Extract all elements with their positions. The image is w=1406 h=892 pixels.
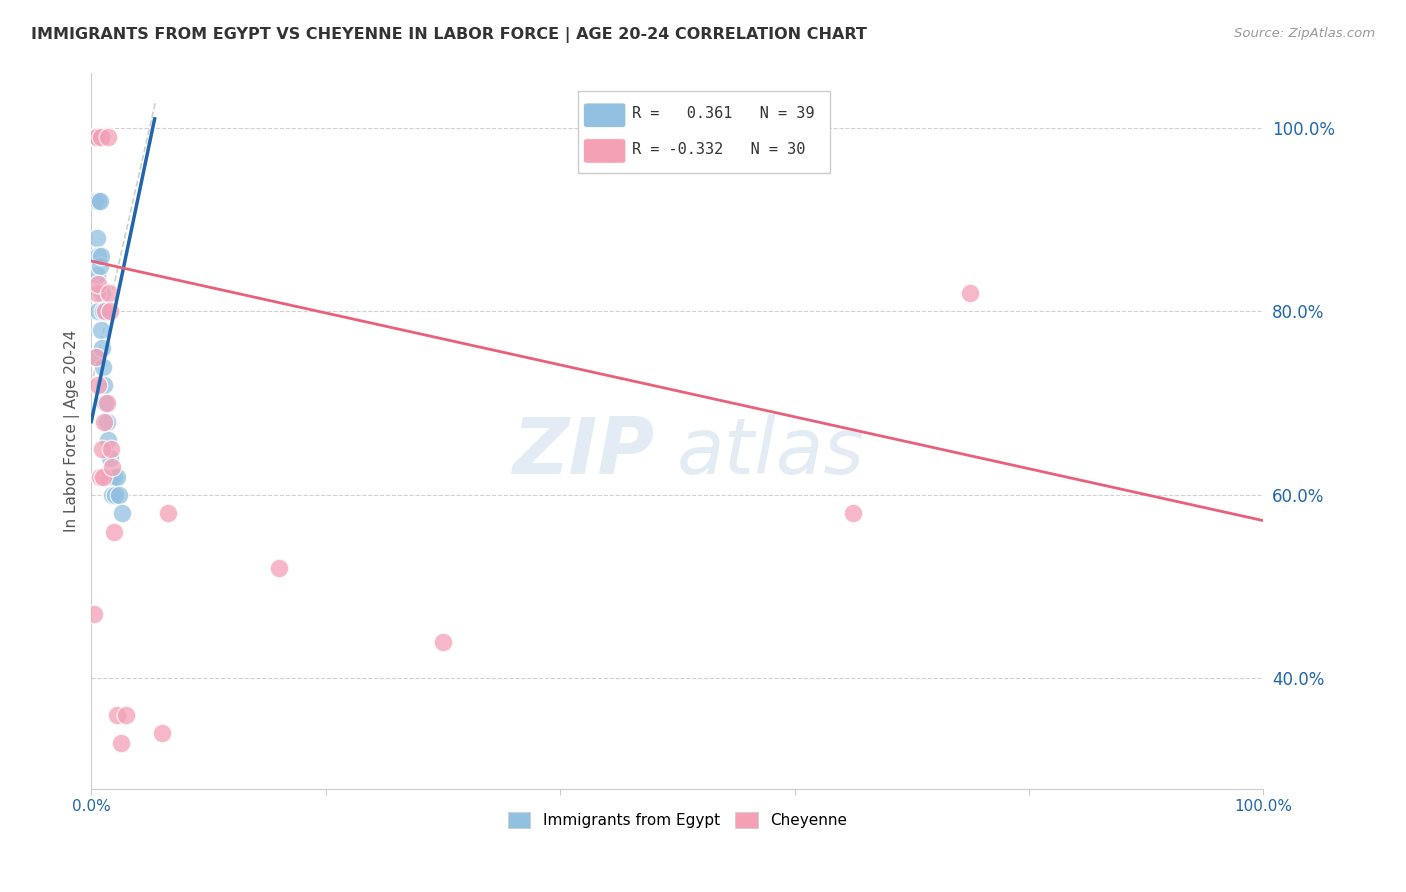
Point: [97, 130, 120, 145]
Point: [91, 469, 114, 483]
Y-axis label: In Labor Force | Age 20-24: In Labor Force | Age 20-24: [65, 330, 80, 532]
Text: ZIP: ZIP: [512, 414, 655, 491]
Point: [90, 130, 112, 145]
Point: [104, 488, 127, 502]
Point: [97, 469, 120, 483]
Point: [84, 130, 107, 145]
Point: [90, 442, 112, 456]
Point: [86, 268, 108, 282]
Point: [89, 259, 111, 273]
Text: Source: ZipAtlas.com: Source: ZipAtlas.com: [1234, 27, 1375, 40]
Point: [90, 341, 112, 355]
Point: [97, 433, 120, 447]
Point: [91, 304, 114, 318]
Point: [100, 442, 122, 456]
Point: [103, 524, 125, 539]
Point: [87, 277, 110, 291]
Point: [86, 130, 108, 145]
Text: R =   0.361   N = 39: R = 0.361 N = 39: [631, 106, 814, 121]
Point: [89, 469, 111, 483]
Point: [86, 286, 108, 301]
Point: [103, 469, 125, 483]
Text: IMMIGRANTS FROM EGYPT VS CHEYENNE IN LABOR FORCE | AGE 20-24 CORRELATION CHART: IMMIGRANTS FROM EGYPT VS CHEYENNE IN LAB…: [31, 27, 868, 43]
FancyBboxPatch shape: [578, 91, 830, 173]
Point: [432, 634, 454, 648]
Point: [87, 304, 110, 318]
Point: [100, 469, 122, 483]
Point: [84, 130, 107, 145]
Point: [156, 506, 179, 520]
Point: [842, 506, 865, 520]
Point: [84, 130, 107, 145]
Point: [90, 323, 112, 337]
Point: [84, 130, 107, 145]
Point: [96, 415, 118, 429]
Point: [93, 377, 115, 392]
Point: [86, 130, 108, 145]
Text: R = -0.332   N = 30: R = -0.332 N = 30: [631, 142, 806, 157]
Point: [83, 130, 105, 145]
Point: [86, 130, 108, 145]
Point: [89, 130, 111, 145]
Point: [83, 194, 105, 209]
Point: [94, 396, 117, 410]
Point: [98, 304, 121, 318]
Point: [87, 194, 110, 209]
Point: [83, 607, 105, 622]
Point: [959, 286, 981, 301]
FancyBboxPatch shape: [583, 139, 626, 163]
Point: [83, 351, 105, 365]
Point: [87, 130, 110, 145]
Point: [91, 359, 114, 374]
Point: [83, 130, 105, 145]
Point: [108, 488, 131, 502]
Point: [267, 561, 290, 575]
Point: [87, 377, 110, 392]
FancyBboxPatch shape: [583, 103, 626, 128]
Legend: Immigrants from Egypt, Cheyenne: Immigrants from Egypt, Cheyenne: [502, 806, 853, 835]
Point: [83, 130, 105, 145]
Point: [98, 451, 121, 466]
Point: [89, 194, 111, 209]
Point: [105, 708, 128, 723]
Point: [101, 488, 124, 502]
Point: [96, 396, 118, 410]
Point: [111, 506, 134, 520]
Point: [94, 304, 117, 318]
Point: [90, 286, 112, 301]
Point: [105, 469, 128, 483]
Point: [86, 130, 108, 145]
Point: [110, 736, 132, 750]
Point: [86, 231, 108, 245]
Point: [90, 130, 112, 145]
Point: [84, 351, 107, 365]
Point: [93, 415, 115, 429]
Point: [87, 250, 110, 264]
Point: [101, 460, 124, 475]
Point: [90, 250, 112, 264]
Point: [150, 726, 173, 740]
Point: [115, 708, 138, 723]
Text: atlas: atlas: [678, 414, 865, 491]
Point: [97, 286, 120, 301]
